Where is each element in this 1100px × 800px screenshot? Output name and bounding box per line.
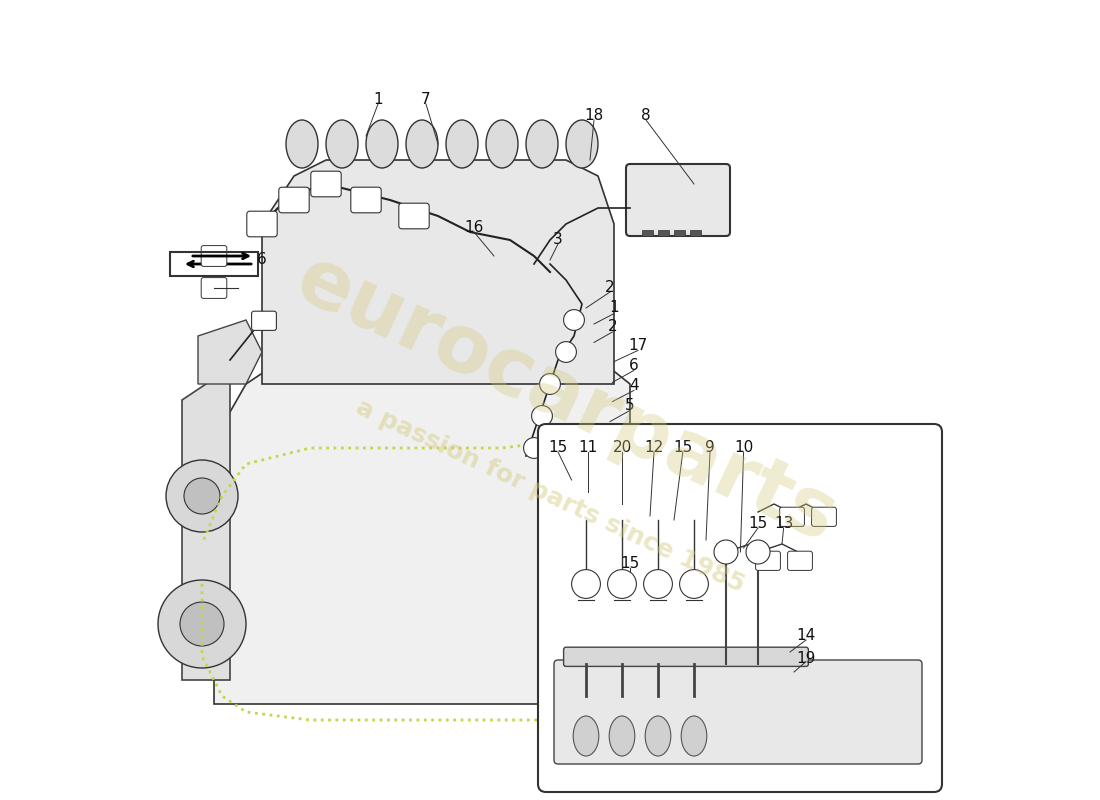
Text: 12: 12 [645, 441, 663, 455]
Text: 14: 14 [796, 629, 815, 643]
Polygon shape [214, 352, 630, 704]
Circle shape [607, 570, 637, 598]
Text: 17: 17 [628, 338, 648, 353]
Circle shape [644, 570, 672, 598]
Text: 20: 20 [613, 441, 631, 455]
Circle shape [180, 602, 224, 646]
FancyBboxPatch shape [788, 551, 813, 570]
Text: 2: 2 [605, 281, 615, 295]
Ellipse shape [366, 120, 398, 168]
FancyBboxPatch shape [201, 278, 227, 298]
Text: 15: 15 [673, 441, 692, 455]
Text: 4: 4 [629, 378, 639, 393]
Text: 19: 19 [796, 651, 816, 666]
Ellipse shape [609, 716, 635, 756]
Polygon shape [198, 320, 262, 384]
Text: 1: 1 [609, 301, 619, 315]
Ellipse shape [526, 120, 558, 168]
Ellipse shape [646, 716, 671, 756]
Text: eurocarparts: eurocarparts [284, 241, 849, 559]
Circle shape [572, 570, 601, 598]
Text: 16: 16 [464, 221, 484, 235]
Bar [674, 230, 685, 236]
Text: 13: 13 [774, 517, 793, 531]
Text: 9: 9 [705, 441, 715, 455]
Ellipse shape [446, 120, 478, 168]
FancyBboxPatch shape [201, 246, 227, 266]
Text: 6: 6 [629, 358, 639, 373]
Bar [690, 230, 701, 236]
Text: 2: 2 [607, 319, 617, 334]
Circle shape [563, 310, 584, 330]
Text: 11: 11 [579, 441, 598, 455]
FancyBboxPatch shape [538, 424, 942, 792]
Circle shape [556, 342, 576, 362]
Text: a passion for parts since 1985: a passion for parts since 1985 [352, 395, 748, 597]
Text: 7: 7 [421, 93, 431, 107]
FancyBboxPatch shape [780, 507, 804, 526]
FancyBboxPatch shape [812, 507, 836, 526]
Polygon shape [262, 160, 614, 384]
FancyBboxPatch shape [311, 171, 341, 197]
FancyBboxPatch shape [626, 164, 730, 236]
Text: 6: 6 [257, 253, 267, 267]
Circle shape [184, 478, 220, 514]
Text: 3: 3 [553, 233, 563, 247]
FancyBboxPatch shape [554, 660, 922, 764]
Bar [642, 230, 653, 236]
FancyBboxPatch shape [351, 187, 382, 213]
FancyBboxPatch shape [246, 211, 277, 237]
Text: 15: 15 [549, 441, 568, 455]
Circle shape [746, 540, 770, 564]
Text: 10: 10 [734, 441, 754, 455]
Text: 8: 8 [641, 109, 651, 123]
FancyBboxPatch shape [252, 311, 276, 330]
FancyBboxPatch shape [756, 551, 780, 570]
Text: 15: 15 [620, 557, 639, 571]
Ellipse shape [406, 120, 438, 168]
Ellipse shape [566, 120, 598, 168]
Circle shape [680, 570, 708, 598]
Circle shape [540, 374, 560, 394]
Text: 5: 5 [625, 398, 635, 413]
Ellipse shape [681, 716, 707, 756]
Ellipse shape [286, 120, 318, 168]
FancyBboxPatch shape [399, 203, 429, 229]
Ellipse shape [573, 716, 598, 756]
Text: 15: 15 [748, 517, 768, 531]
FancyBboxPatch shape [563, 647, 808, 666]
Circle shape [714, 540, 738, 564]
Circle shape [531, 406, 552, 426]
Circle shape [158, 580, 246, 668]
Polygon shape [182, 368, 230, 680]
Circle shape [524, 438, 544, 458]
Ellipse shape [486, 120, 518, 168]
Text: 1: 1 [373, 93, 383, 107]
Circle shape [166, 460, 238, 532]
FancyBboxPatch shape [278, 187, 309, 213]
Text: 18: 18 [584, 109, 604, 123]
Ellipse shape [326, 120, 358, 168]
Bar [658, 230, 669, 236]
